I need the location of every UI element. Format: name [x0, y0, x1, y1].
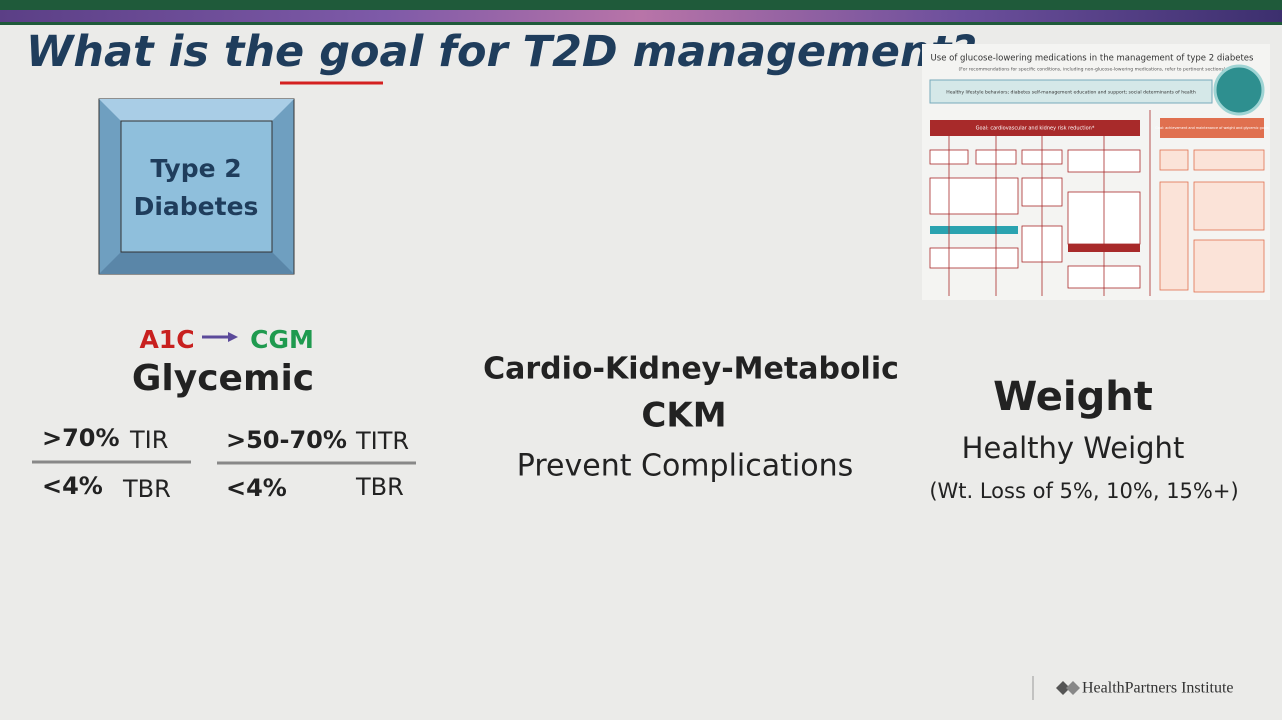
target-value: <4%: [226, 474, 287, 502]
target-value: <4%: [42, 472, 103, 500]
target-label: TBR: [122, 475, 171, 503]
ckm-subtitle: Prevent Complications: [517, 449, 853, 484]
box-label: Diabetes: [134, 192, 259, 221]
ckm-abbr: CKM: [641, 396, 726, 436]
a1c: A1C: [139, 325, 194, 354]
figure-subtitle: (For recommendations for specific condit…: [959, 67, 1226, 73]
weight-subtitle: Healthy Weight: [962, 431, 1185, 465]
color-band: [0, 10, 1282, 22]
bevel-face: [120, 120, 273, 253]
title-part: What is the: [26, 27, 319, 77]
glycemic-title: Glycemic: [132, 358, 314, 399]
goal-left-box: [930, 120, 1140, 136]
logo-mark: [1056, 681, 1080, 695]
figure-badge: [1213, 64, 1265, 116]
flow-boxes-right: [1159, 149, 1265, 293]
top-border: [0, 0, 1282, 10]
lifestyle-box: [929, 79, 1213, 104]
title-emphasis: goal: [319, 27, 424, 77]
slide-title: What is the goal for T2D management?: [26, 27, 976, 77]
ckm-title: Cardio-Kidney-Metabolic: [483, 352, 899, 387]
diabetes-box: Type 2 Diabetes: [98, 98, 295, 275]
target-value: >70%: [42, 424, 120, 452]
figure-title: Use of glucose-lowering medications in t…: [931, 54, 1254, 64]
lifestyle-text: Healthy lifestyle behaviors; diabetes se…: [946, 90, 1196, 96]
algorithm-figure: Use of glucose-lowering medications in t…: [922, 44, 1270, 300]
bevel-top: [99, 99, 294, 121]
flow-teal: [930, 226, 1018, 234]
bevel-bottom: [99, 252, 294, 274]
goal-right-box: [1160, 118, 1264, 138]
footer-logo: HealthPartners Institute: [1082, 680, 1234, 697]
goal-left-text: Goal: cardiovascular and kidney risk red…: [976, 126, 1095, 132]
target-value: >50-70%: [226, 426, 347, 454]
target-label: TBR: [355, 473, 404, 501]
weight-title: Weight: [993, 374, 1153, 420]
flow-lines: [948, 110, 1151, 296]
target-label: TIR: [129, 426, 168, 454]
arrow-head: [228, 332, 238, 342]
target-label: TITR: [355, 427, 409, 455]
box-label: Type 2: [150, 154, 241, 183]
cgm: CGM: [250, 325, 314, 354]
band-rule: [0, 22, 1282, 25]
title-part: for T2D management?: [423, 27, 976, 77]
weight-note: (Wt. Loss of 5%, 10%, 15%+): [929, 479, 1238, 503]
goal-right-text: Goal: achievement and maintenance of wei…: [1155, 126, 1269, 130]
